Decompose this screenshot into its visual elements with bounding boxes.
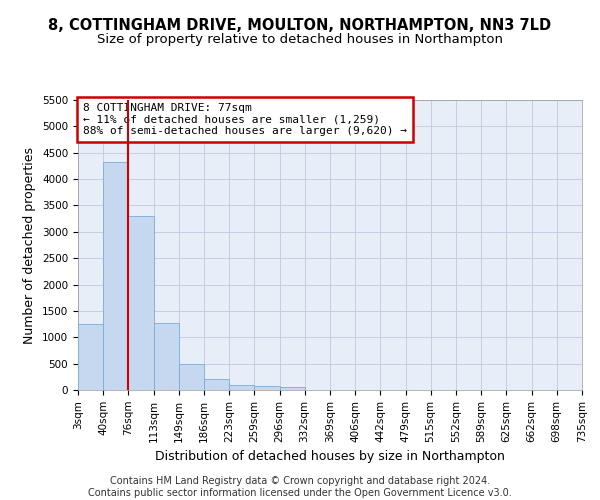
Text: 8, COTTINGHAM DRIVE, MOULTON, NORTHAMPTON, NN3 7LD: 8, COTTINGHAM DRIVE, MOULTON, NORTHAMPTO… xyxy=(49,18,551,32)
Y-axis label: Number of detached properties: Number of detached properties xyxy=(23,146,37,344)
Bar xyxy=(128,216,154,390)
Bar xyxy=(280,387,305,390)
Bar xyxy=(179,364,204,390)
Bar xyxy=(154,322,179,390)
Text: 8 COTTINGHAM DRIVE: 77sqm
← 11% of detached houses are smaller (1,259)
88% of se: 8 COTTINGHAM DRIVE: 77sqm ← 11% of detac… xyxy=(83,103,407,136)
X-axis label: Distribution of detached houses by size in Northampton: Distribution of detached houses by size … xyxy=(155,450,505,463)
Text: Size of property relative to detached houses in Northampton: Size of property relative to detached ho… xyxy=(97,32,503,46)
Bar xyxy=(103,162,128,390)
Bar xyxy=(204,378,229,390)
Bar xyxy=(229,385,254,390)
Text: Contains HM Land Registry data © Crown copyright and database right 2024.
Contai: Contains HM Land Registry data © Crown c… xyxy=(88,476,512,498)
Bar xyxy=(78,324,103,390)
Bar xyxy=(254,386,280,390)
